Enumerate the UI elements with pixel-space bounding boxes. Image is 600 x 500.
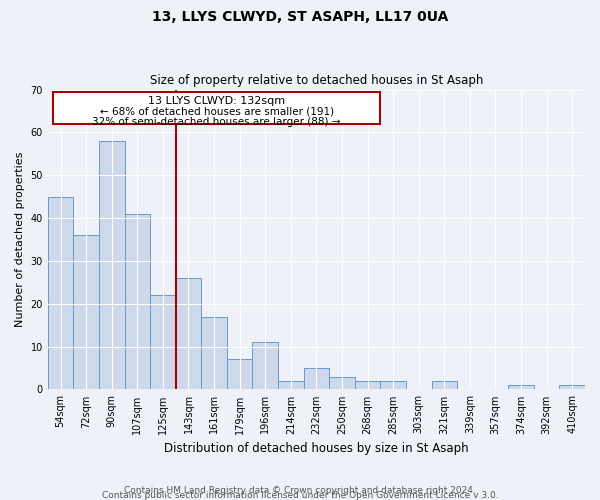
Bar bbox=[150, 295, 176, 390]
Text: Contains public sector information licensed under the Open Government Licence v : Contains public sector information licen… bbox=[101, 490, 499, 500]
Bar bbox=[304, 368, 329, 390]
Bar bbox=[431, 381, 457, 390]
Text: Contains HM Land Registry data © Crown copyright and database right 2024.: Contains HM Land Registry data © Crown c… bbox=[124, 486, 476, 495]
Bar bbox=[278, 381, 304, 390]
Bar bbox=[380, 381, 406, 390]
Text: 13 LLYS CLWYD: 132sqm: 13 LLYS CLWYD: 132sqm bbox=[148, 96, 285, 106]
Bar bbox=[253, 342, 278, 390]
Bar bbox=[73, 235, 99, 390]
FancyBboxPatch shape bbox=[53, 92, 380, 124]
Bar bbox=[176, 278, 201, 390]
Bar bbox=[355, 381, 380, 390]
Bar bbox=[559, 385, 585, 390]
Y-axis label: Number of detached properties: Number of detached properties bbox=[15, 152, 25, 327]
Bar bbox=[508, 385, 534, 390]
Bar bbox=[329, 376, 355, 390]
Text: ← 68% of detached houses are smaller (191): ← 68% of detached houses are smaller (19… bbox=[100, 106, 334, 117]
X-axis label: Distribution of detached houses by size in St Asaph: Distribution of detached houses by size … bbox=[164, 442, 469, 455]
Bar bbox=[201, 316, 227, 390]
Text: 32% of semi-detached houses are larger (88) →: 32% of semi-detached houses are larger (… bbox=[92, 116, 341, 126]
Bar bbox=[48, 196, 73, 390]
Text: 13, LLYS CLWYD, ST ASAPH, LL17 0UA: 13, LLYS CLWYD, ST ASAPH, LL17 0UA bbox=[152, 10, 448, 24]
Bar bbox=[99, 141, 125, 390]
Bar bbox=[227, 360, 253, 390]
Bar bbox=[125, 214, 150, 390]
Title: Size of property relative to detached houses in St Asaph: Size of property relative to detached ho… bbox=[150, 74, 483, 87]
